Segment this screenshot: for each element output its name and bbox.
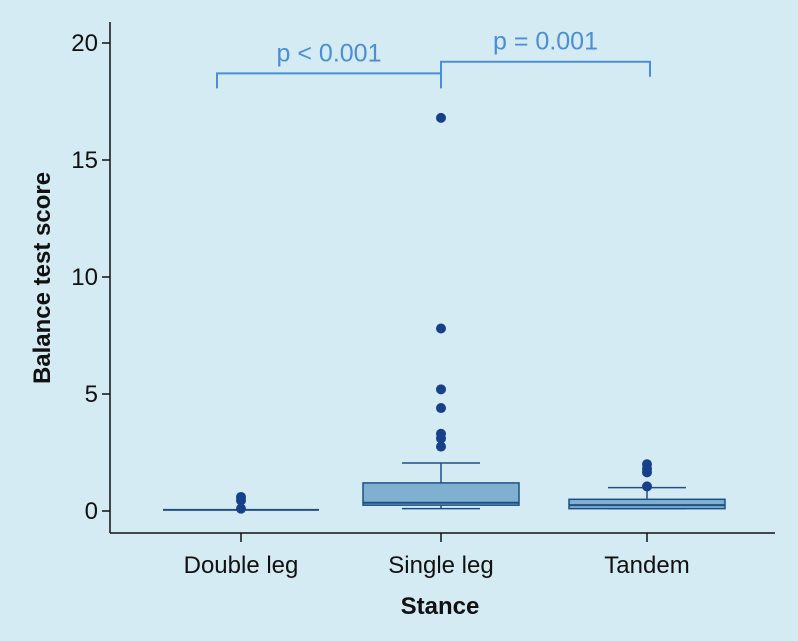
y-tick-label: 20 <box>71 30 98 57</box>
outlier-point <box>436 323 446 334</box>
significance-bracket: p = 0.001 <box>440 28 651 77</box>
significance-bracket: p < 0.001 <box>216 39 442 89</box>
outlier-point <box>436 441 446 452</box>
outlier-point <box>236 503 246 514</box>
y-axis-label: Balance test score <box>29 172 56 384</box>
outlier-point <box>436 384 446 395</box>
x-axis-label: Stance <box>401 593 480 620</box>
outlier-point <box>642 481 652 492</box>
y-tick-label: 0 <box>85 498 98 525</box>
outlier-point <box>236 491 246 502</box>
p-value-label: p = 0.001 <box>493 28 598 56</box>
iqr-box <box>362 482 520 506</box>
iqr-box <box>568 498 726 510</box>
x-tick-label: Tandem <box>604 552 689 579</box>
significance-annotations: p < 0.001 p = 0.001 <box>216 28 651 89</box>
y-tick-label: 15 <box>71 147 98 174</box>
outlier-point <box>436 403 446 414</box>
y-tick-label: 5 <box>85 381 98 408</box>
bracket-line <box>216 72 442 89</box>
box-group <box>362 112 520 510</box>
x-tick-label: Double leg <box>184 552 299 579</box>
bracket-line <box>440 60 651 77</box>
outlier-point <box>436 112 446 123</box>
outlier-point <box>436 428 446 439</box>
axes: 0 5 10 15 20 Double leg Single leg Tandem <box>71 22 775 579</box>
y-tick-label: 10 <box>71 264 98 291</box>
box-group <box>163 491 319 514</box>
plot-marks <box>163 112 726 514</box>
p-value-label: p < 0.001 <box>277 39 382 67</box>
box-group <box>568 459 726 510</box>
outlier-point <box>642 459 652 470</box>
x-tick-label: Single leg <box>388 552 493 579</box>
